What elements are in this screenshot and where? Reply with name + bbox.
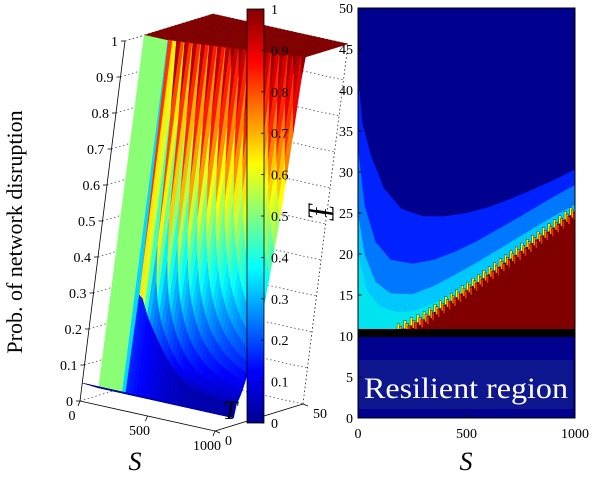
z-tick-label: 0 — [66, 395, 73, 410]
heatmap-x-ticks: 0 500 1000 — [355, 414, 589, 442]
colorbar-tick-label: 1 — [271, 3, 278, 18]
boundary-cell — [551, 228, 554, 237]
boundary-cell — [442, 305, 446, 314]
resilient-region-label: Resilient region — [364, 372, 568, 405]
s-tick — [212, 430, 216, 437]
boundary-cell — [540, 236, 544, 245]
heatmap-y-label: T — [303, 203, 332, 219]
boundary-cell — [513, 255, 516, 265]
boundary-cell — [518, 251, 522, 261]
z-tick-label: 0.3 — [69, 287, 87, 302]
boundary-cell — [573, 212, 575, 221]
boundary-cell — [524, 247, 527, 257]
boundary-cell — [491, 271, 495, 280]
z-tick-label: 0.6 — [83, 179, 101, 194]
boundary-cell — [431, 312, 435, 322]
s-tick-label: 500 — [129, 424, 150, 439]
colorbar-tick-label: 0.8 — [271, 86, 289, 101]
z-axis-ticks: 0 0.1 0.2 0.3 0.4 0.5 0.6 0.7 0.8 0.9 1 — [60, 35, 125, 410]
heatmap-x-tick-label: 1000 — [561, 427, 589, 442]
t-tick — [214, 430, 221, 434]
t-axis-ticks: 0 50 — [214, 403, 327, 449]
threshold-line — [358, 329, 575, 337]
boundary-cell — [475, 283, 478, 292]
heatmap-y-tick-label: 30 — [339, 166, 353, 181]
z-tick-label: 1 — [111, 35, 118, 50]
t-tick-label: 0 — [225, 434, 232, 449]
z-tick-label: 0.7 — [87, 143, 105, 158]
boundary-cell — [562, 220, 565, 229]
z-tick-label: 0.8 — [92, 107, 110, 122]
boundary-cell — [469, 286, 473, 296]
boundary-cell — [529, 244, 533, 253]
heatmap-y-tick-label: 0 — [346, 412, 353, 427]
boundary-cell — [556, 224, 560, 233]
s-tick-label: 0 — [69, 409, 76, 424]
boundary-cell — [535, 240, 538, 249]
colorbar-tick-label: 0.7 — [271, 127, 289, 142]
boundary-cell — [545, 232, 549, 241]
z-tick-label: 0.1 — [60, 359, 78, 374]
z-tick-label: 0.9 — [96, 71, 114, 86]
heatmap-contour-bands — [358, 73, 575, 338]
z-tick-label: 0.4 — [74, 251, 92, 266]
s-tick — [77, 400, 81, 407]
heatmap-y-tick-label: 25 — [339, 207, 353, 222]
z-axis-label: Prob. of network disruption — [2, 110, 27, 353]
colorbar-tick-label: 0.2 — [271, 334, 289, 349]
boundary-cell — [459, 294, 462, 303]
heatmap-x-label: S — [460, 447, 473, 476]
colorbar-tick-label: 0.9 — [271, 44, 289, 59]
boundary-cell — [437, 309, 441, 318]
boundary-cell — [502, 263, 506, 272]
s-axis-ticks: 0 500 1000 — [69, 400, 221, 454]
colorbar-tick-label: 0.4 — [271, 251, 289, 266]
boundary-cell — [426, 316, 430, 325]
colorbar-tick-label: 0.6 — [271, 169, 289, 184]
colorbar-tick-label: 0 — [271, 417, 278, 432]
colorbar-tick-label: 0.3 — [271, 293, 289, 308]
disruption-probability-surface — [82, 13, 349, 419]
boundary-cell — [486, 275, 489, 284]
s-tick — [145, 415, 148, 422]
heatmap-y-tick-label: 50 — [339, 2, 353, 17]
boundary-cell — [480, 279, 484, 288]
colorbar-ticks: 0 0.1 0.2 0.3 0.4 0.5 0.6 0.7 0.8 0.9 1 — [261, 3, 289, 432]
boundary-cell — [453, 297, 457, 307]
t-tick-label: 50 — [313, 407, 327, 422]
heatmap-y-tick-label: 20 — [339, 248, 353, 263]
z-tick-label: 0.5 — [78, 215, 96, 230]
resilient-label-box — [359, 360, 573, 409]
colorbar-tick-label: 0.1 — [271, 376, 289, 391]
t-axis-label: T — [223, 396, 239, 425]
s-tick-label: 1000 — [193, 439, 221, 454]
boundary-cell — [464, 290, 468, 299]
z-tick-label: 0.2 — [65, 323, 83, 338]
surface-patch — [213, 412, 219, 414]
boundary-cell — [420, 319, 424, 328]
boundary-cell — [507, 259, 511, 268]
colorbar: 0 0.1 0.2 0.3 0.4 0.5 0.6 0.7 0.8 0.9 1 T — [246, 3, 339, 432]
boundary-cell — [567, 216, 571, 225]
heatmap-x-tick-label: 500 — [456, 427, 477, 442]
boundary-cell — [497, 267, 500, 276]
heatmap-y-tick-label: 5 — [346, 371, 353, 386]
heatmap-y-tick-label: 15 — [339, 289, 353, 304]
heatmap-plot: Resilient region 0 500 1000 0 5 10 15 20 25 30 35… — [303, 2, 589, 476]
heatmap-x-tick-label: 0 — [355, 427, 362, 442]
heatmap-y-tick-label: 35 — [339, 125, 353, 140]
t-tick — [302, 403, 309, 407]
colorbar-label: T — [310, 205, 339, 221]
s-axis-label: S — [129, 447, 142, 476]
heatmap-y-tick-label: 10 — [339, 330, 353, 345]
heatmap-y-ticks: 0 5 10 15 20 25 30 35 40 45 50 — [339, 2, 362, 427]
heatmap-y-tick-label: 40 — [339, 84, 353, 99]
boundary-cell — [448, 301, 451, 310]
heatmap-y-tick-label: 45 — [339, 43, 353, 58]
contour-band — [397, 211, 575, 332]
colorbar-tick-label: 0.5 — [271, 210, 289, 225]
